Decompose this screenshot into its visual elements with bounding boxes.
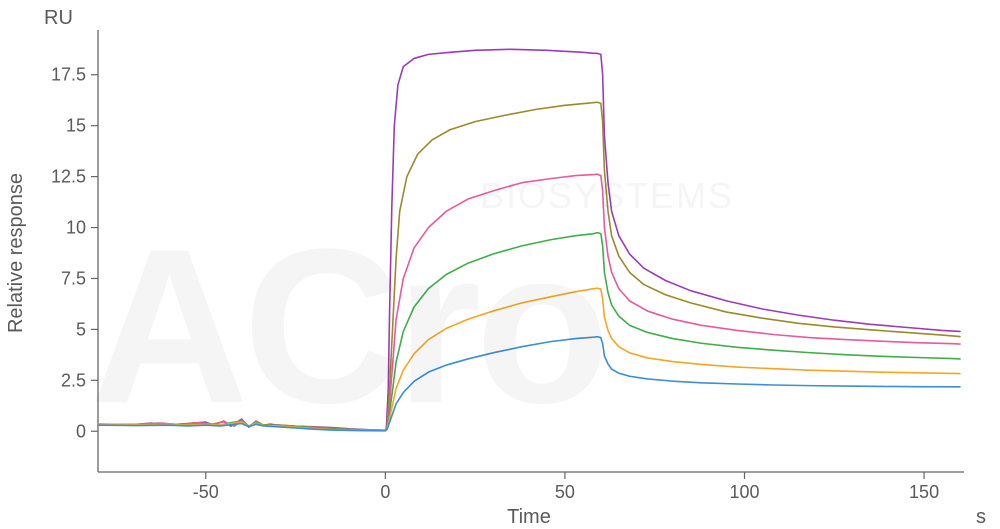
- x-tick-label: 50: [555, 482, 575, 502]
- y-unit-label: RU: [44, 7, 73, 29]
- series-green: [98, 233, 960, 431]
- x-unit-label: s: [976, 506, 986, 528]
- chart-svg: 0 2.5 5 7.5 10 12.5 15 17.5 -50 0 50 100 150 Time Rela…: [0, 0, 1000, 529]
- series-orange: [98, 288, 960, 430]
- series-blue: [98, 337, 960, 431]
- x-axis-label: Time: [507, 506, 551, 528]
- x-tick-label: 0: [380, 482, 390, 502]
- y-tick-label: 2.5: [61, 370, 86, 390]
- y-tick-label: 12.5: [51, 167, 86, 187]
- x-tick-label: 100: [729, 482, 759, 502]
- y-tick-label: 15: [66, 116, 86, 136]
- x-tick-label: -50: [193, 482, 219, 502]
- y-tick-label: 7.5: [61, 268, 86, 288]
- y-axis-label: Relative response: [5, 173, 27, 333]
- y-tick-label: 10: [66, 218, 86, 238]
- spr-sensorgram-chart: ACro BIOSYSTEMS 02.557.51012.51517.5-500…: [0, 0, 1000, 529]
- y-tick-label: 5: [76, 319, 86, 339]
- y-tick-label: 0: [76, 421, 86, 441]
- series-purple: [98, 49, 960, 430]
- y-tick-label: 17.5: [51, 65, 86, 85]
- series-olive: [98, 102, 960, 430]
- x-tick-label: 150: [909, 482, 939, 502]
